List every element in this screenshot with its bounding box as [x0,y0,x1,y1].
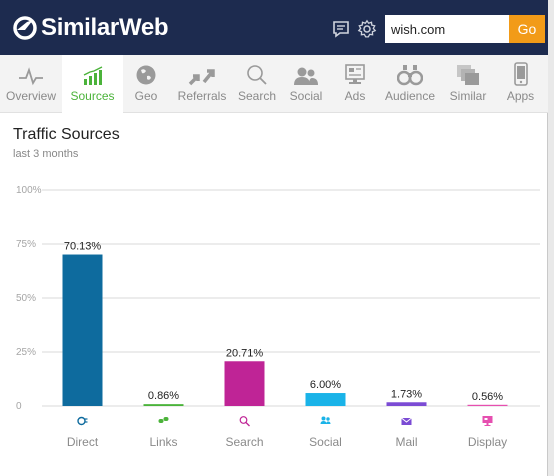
category-label: Social [309,435,342,449]
category-label: Display [468,435,507,449]
value-label: 20.71% [226,347,264,359]
tab-sources[interactable]: Sources [62,55,123,113]
category-label: Links [149,435,177,449]
social-icon [320,416,331,424]
nav-tabs: Overview Sources Geo [0,55,548,113]
value-label: 0.86% [148,390,179,402]
globe-icon [135,55,157,89]
y-tick-label: 50% [16,293,36,304]
traffic-sources-chart: 0 25% 50% 75% 100% 70.13% Direct 0.86% Links 20.7… [16,185,540,449]
tab-audience[interactable]: Audience [377,55,443,113]
category-label: Direct [67,435,99,449]
tab-similar[interactable]: Similar [443,55,493,113]
bar-display [467,404,508,406]
similarweb-logo[interactable]: SimilarWeb [13,13,169,43]
referrals-arrows-icon [188,55,216,89]
tab-overview[interactable]: Overview [0,55,62,113]
y-tick-label: 25% [16,347,36,358]
magnifier-icon [246,55,268,89]
tab-social[interactable]: Social [279,55,333,113]
logo-text: SimilarWeb [41,14,169,41]
value-label: 1.73% [391,388,422,400]
tab-geo[interactable]: Geo [123,55,169,113]
search-icon [239,416,250,427]
category-label: Mail [395,435,417,449]
value-label: 6.00% [310,379,341,391]
section-subtitle: last 3 months [13,148,79,160]
display-icon [482,416,493,426]
category-label: Search [225,435,263,449]
header-bar: SimilarWeb Go [0,0,548,55]
social-people-icon [293,55,319,89]
binoculars-icon [397,55,423,89]
mail-icon [401,417,412,425]
value-label: 0.56% [472,391,503,403]
similar-icon [456,55,480,89]
ads-icon [344,55,366,89]
section-title: Traffic Sources [13,126,120,143]
phone-icon [513,55,529,89]
direct-icon [77,416,88,426]
bar-links [143,404,184,406]
links-icon [158,417,169,423]
overview-pulse-icon [18,55,44,89]
bar-social [305,393,346,406]
sources-bars-icon [81,55,105,89]
y-tick-label: 75% [16,239,36,250]
y-tick-label: 0 [16,401,22,412]
tab-apps[interactable]: Apps [493,55,548,113]
tab-ads[interactable]: Ads [333,55,377,113]
feedback-icon[interactable] [330,18,352,40]
settings-gear-icon[interactable] [356,18,378,40]
y-tick-label: 100% [16,185,42,196]
bar-mail [386,402,427,406]
website-search-input[interactable] [385,15,509,43]
similarweb-logo-icon [13,16,37,40]
value-label: 70.13% [64,241,102,253]
tab-referrals[interactable]: Referrals [169,55,235,113]
bar-search [224,361,265,406]
bar-direct [62,254,103,406]
tab-search[interactable]: Search [235,55,279,113]
go-button[interactable]: Go [509,15,545,43]
